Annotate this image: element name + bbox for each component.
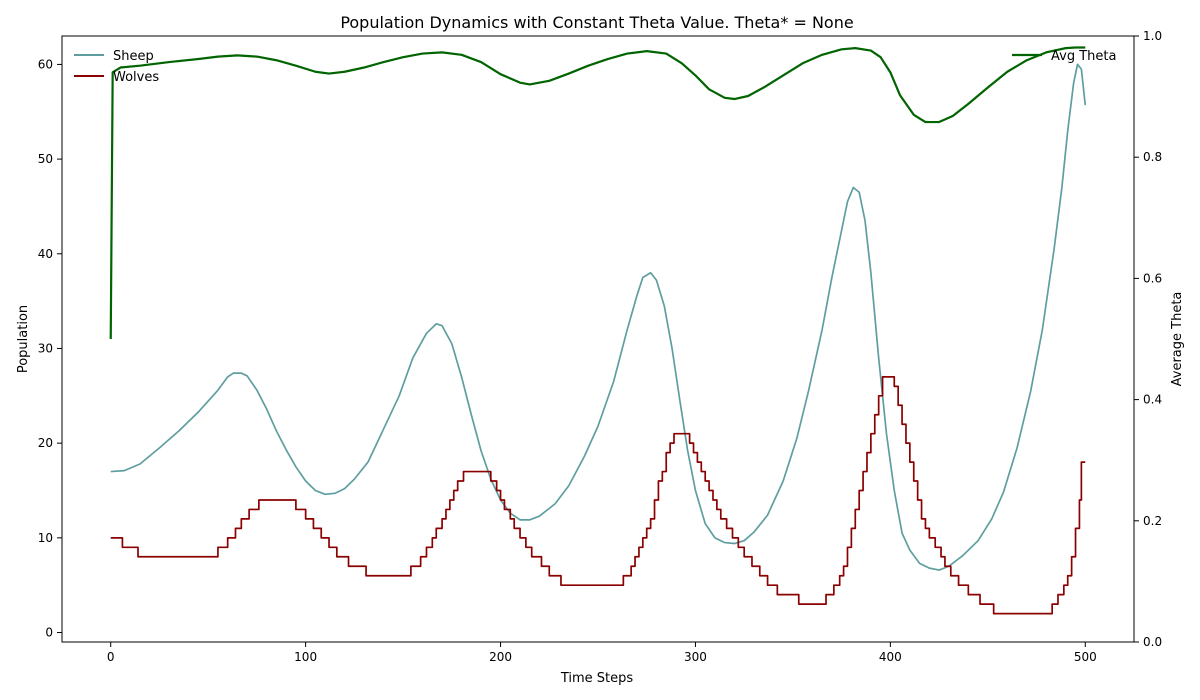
y-tick-label-left: 0 <box>45 626 53 640</box>
y-tick-label-left: 50 <box>38 152 53 166</box>
chart-title: Population Dynamics with Constant Theta … <box>340 13 853 32</box>
x-tick-label: 400 <box>879 650 902 664</box>
y-tick-label-left: 60 <box>38 57 53 71</box>
legend-label: Wolves <box>113 70 159 85</box>
y-axis-right: 0.0 0.2 0.4 0.6 0.8 1.0 <box>1134 29 1162 649</box>
x-tick-label: 0 <box>107 650 115 664</box>
series-sheep-line <box>110 63 1087 571</box>
y-tick-label-left: 10 <box>38 531 53 545</box>
series-avg-theta-line <box>109 46 1086 340</box>
y-tick-label-right: 0.6 <box>1143 271 1162 285</box>
y-tick-label-right: 0.0 <box>1143 635 1162 649</box>
x-tick-label: 100 <box>294 650 317 664</box>
plot-area <box>109 46 1087 615</box>
y-axis-left: 0 10 20 30 40 50 60 <box>38 57 62 640</box>
legend-label: Avg Theta <box>1051 49 1116 64</box>
x-tick-label: 500 <box>1074 650 1097 664</box>
series-wolves-line <box>110 376 1086 615</box>
y-tick-label-right: 0.4 <box>1143 393 1162 407</box>
y-tick-label-right: 0.2 <box>1143 514 1162 528</box>
x-axis: 0 100 200 300 400 500 <box>107 642 1097 664</box>
x-tick-label: 300 <box>684 650 707 664</box>
y-tick-label-right: 0.8 <box>1143 150 1162 164</box>
y-tick-label-left: 30 <box>38 341 53 355</box>
x-axis-label: Time Steps <box>560 671 634 686</box>
legend-sheep-wolves: Sheep Wolves <box>74 49 159 85</box>
y-axis-label-left: Population <box>16 305 31 373</box>
x-tick-label: 200 <box>489 650 512 664</box>
legend-avg-theta: Avg Theta <box>1012 49 1116 64</box>
y-tick-label-left: 20 <box>38 436 53 450</box>
y-tick-label-left: 40 <box>38 247 53 261</box>
y-tick-label-right: 1.0 <box>1143 29 1162 43</box>
y-axis-label-right: Average Theta <box>1170 292 1185 387</box>
plot-frame <box>61 35 1135 643</box>
legend-label: Sheep <box>113 49 154 64</box>
